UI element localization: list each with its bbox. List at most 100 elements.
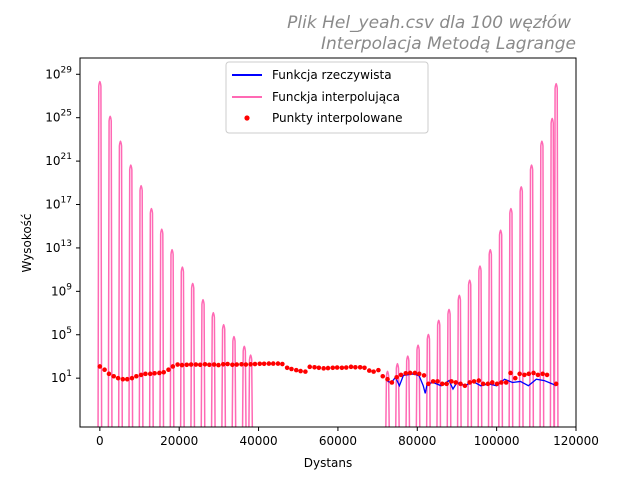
interpolated-point bbox=[348, 364, 354, 370]
x-tick-label: 20000 bbox=[160, 434, 198, 448]
interpolated-point bbox=[275, 361, 281, 366]
interpolated-point bbox=[494, 381, 500, 387]
interpolated-point bbox=[476, 378, 482, 383]
y-tick-label: 1013 bbox=[45, 239, 72, 255]
x-tick-label: 0 bbox=[96, 434, 104, 448]
interpolated-point bbox=[234, 362, 240, 367]
interpolated-point bbox=[193, 362, 199, 367]
interpolated-point bbox=[298, 368, 303, 374]
series-interpolating-function bbox=[97, 80, 559, 427]
interpolated-point bbox=[120, 376, 126, 382]
x-tick-label: 120000 bbox=[553, 434, 599, 448]
interpolated-point bbox=[243, 362, 249, 367]
interpolated-point bbox=[147, 371, 153, 377]
interpolated-point bbox=[403, 371, 409, 376]
interpolated-point bbox=[257, 361, 263, 367]
interpolated-point bbox=[197, 362, 203, 368]
interpolated-point bbox=[376, 367, 381, 373]
legend-box bbox=[225, 61, 429, 134]
interpolated-point bbox=[343, 365, 349, 370]
interpolated-point bbox=[535, 372, 541, 378]
interpolated-point bbox=[421, 373, 427, 378]
interpolated-point bbox=[248, 361, 253, 367]
interpolated-point bbox=[526, 371, 532, 377]
plot-area bbox=[97, 80, 559, 427]
interpolated-point bbox=[280, 361, 285, 367]
interpolated-point bbox=[129, 375, 135, 381]
interpolated-point bbox=[161, 369, 167, 375]
y-tick-label: 109 bbox=[51, 282, 72, 298]
interpolated-point bbox=[284, 365, 290, 371]
interpolated-point bbox=[143, 371, 148, 377]
chart-title-line-1: Plik Hel_yeah.csv dla 100 węzłów bbox=[287, 13, 571, 33]
interpolated-point bbox=[517, 371, 522, 377]
y-tick-label: 105 bbox=[51, 326, 72, 342]
legend-swatch-points bbox=[244, 115, 250, 121]
interpolated-point bbox=[207, 362, 212, 368]
interpolated-point bbox=[489, 380, 495, 385]
x-tick-label: 80000 bbox=[398, 434, 436, 448]
interpolated-point bbox=[220, 361, 226, 367]
y-tick-label: 1029 bbox=[45, 65, 72, 81]
chart-title-line-2: Interpolacja Metodą Lagrange bbox=[321, 34, 576, 54]
interpolated-point bbox=[339, 365, 345, 371]
interpolated-point bbox=[480, 381, 486, 387]
x-axis: 0 20000 40000 60000 80000 100000 120000 bbox=[96, 427, 599, 448]
interpolated-point bbox=[303, 369, 308, 374]
interpolated-point bbox=[312, 365, 317, 370]
interpolated-point bbox=[115, 375, 121, 381]
interpolated-point bbox=[225, 361, 230, 367]
interpolated-point bbox=[179, 362, 185, 368]
interpolated-point bbox=[544, 372, 550, 378]
interpolated-point bbox=[321, 366, 326, 371]
interpolated-point bbox=[531, 370, 536, 376]
interpolated-point bbox=[444, 381, 449, 387]
interpolated-point bbox=[124, 376, 130, 382]
interpolated-point bbox=[184, 362, 190, 368]
interpolated-point bbox=[330, 365, 336, 371]
interpolated-point bbox=[553, 381, 559, 387]
interpolated-point bbox=[499, 380, 504, 385]
interpolated-point bbox=[166, 367, 171, 373]
legend-label-interp: Funckja interpolująca bbox=[272, 90, 400, 104]
interpolated-point bbox=[462, 383, 468, 389]
interpolated-point bbox=[170, 364, 176, 369]
interpolated-point bbox=[289, 366, 294, 372]
interpolated-point bbox=[467, 380, 472, 385]
interpolated-point bbox=[430, 379, 436, 384]
interpolated-point bbox=[97, 364, 103, 369]
interpolated-point bbox=[485, 381, 491, 387]
x-tick-label: 100000 bbox=[474, 434, 520, 448]
interpolated-point bbox=[385, 376, 390, 382]
interpolated-point bbox=[266, 361, 272, 366]
interpolated-point bbox=[416, 371, 422, 377]
interpolated-point bbox=[138, 372, 144, 378]
axes-frame bbox=[79, 57, 577, 428]
interpolated-point bbox=[449, 379, 454, 384]
interpolated-point bbox=[371, 369, 376, 374]
interpolated-point bbox=[270, 361, 276, 366]
y-tick-label: 101 bbox=[51, 369, 72, 385]
interpolated-point bbox=[202, 361, 208, 367]
interpolated-point bbox=[211, 362, 217, 367]
y-tick-label: 1025 bbox=[45, 109, 72, 125]
legend: Funkcja rzeczywista Funckja interpolując… bbox=[225, 61, 429, 134]
interpolated-point bbox=[380, 373, 386, 379]
interpolated-point bbox=[334, 365, 340, 370]
interpolated-point bbox=[439, 381, 445, 387]
interpolated-point bbox=[216, 362, 221, 368]
interpolated-point bbox=[175, 362, 180, 367]
interpolated-point bbox=[407, 370, 413, 376]
interpolated-point bbox=[353, 365, 358, 370]
interpolated-point bbox=[111, 373, 117, 379]
interpolated-point bbox=[412, 370, 418, 376]
x-tick-label: 60000 bbox=[319, 434, 357, 448]
interpolated-point bbox=[458, 381, 463, 387]
interpolated-point bbox=[188, 362, 194, 367]
legend-label-real: Funkcja rzeczywista bbox=[272, 68, 392, 82]
x-tick-label: 40000 bbox=[239, 434, 277, 448]
interpolated-point bbox=[106, 371, 112, 377]
interpolated-point bbox=[239, 361, 244, 367]
interpolated-point bbox=[357, 365, 363, 370]
